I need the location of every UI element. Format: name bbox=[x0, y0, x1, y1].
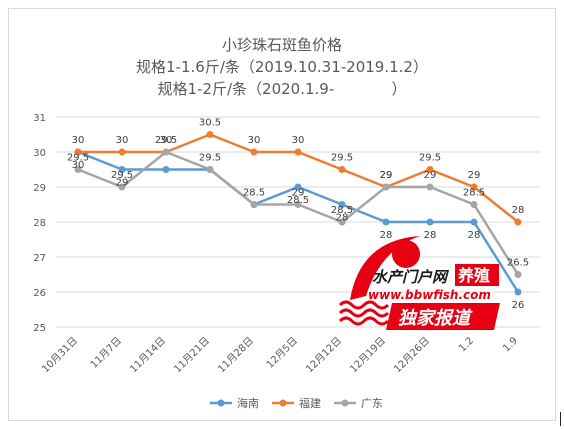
data-label: 30 bbox=[116, 135, 129, 146]
y-tick-label: 25 bbox=[33, 323, 46, 334]
data-label: 29.5 bbox=[155, 135, 177, 146]
data-label: 26 bbox=[512, 300, 525, 311]
y-tick-label: 27 bbox=[33, 253, 46, 264]
data-label: 29 bbox=[468, 170, 481, 181]
data-label: 29.5 bbox=[111, 170, 133, 181]
y-tick-label: 29 bbox=[33, 183, 46, 194]
legend: 海南 福建 广东 bbox=[210, 396, 383, 410]
data-label: 29.5 bbox=[331, 153, 353, 164]
data-point bbox=[382, 218, 390, 226]
data-point bbox=[74, 148, 82, 156]
text-cursor bbox=[560, 412, 561, 426]
data-label: 29 bbox=[116, 178, 129, 189]
data-point bbox=[162, 148, 170, 156]
data-point bbox=[514, 218, 522, 226]
x-tick-label: 11月28日 bbox=[215, 335, 256, 376]
x-tick-label: 12月26日 bbox=[391, 335, 432, 376]
x-tick-label: 11月14日 bbox=[127, 335, 168, 376]
legend-label: 海南 bbox=[237, 396, 259, 410]
data-point bbox=[426, 183, 434, 191]
chart-title-line-1: 小珍珠石斑鱼价格 bbox=[221, 36, 342, 54]
chart-frame bbox=[8, 8, 556, 421]
x-tick-label: 1.9 bbox=[501, 335, 520, 354]
data-label: 28.5 bbox=[287, 195, 309, 206]
x-tick-label: 11月21日 bbox=[171, 335, 212, 376]
legend-label: 福建 bbox=[299, 396, 321, 410]
data-label: 28 bbox=[468, 230, 481, 241]
data-label: 28 bbox=[512, 205, 525, 216]
data-label: 29.5 bbox=[67, 153, 89, 164]
legend-label: 广东 bbox=[361, 397, 383, 410]
legend-marker bbox=[217, 399, 225, 407]
data-point bbox=[470, 183, 478, 191]
data-label: 28 bbox=[424, 230, 437, 241]
data-label: 26.5 bbox=[507, 258, 529, 269]
data-point bbox=[250, 201, 258, 208]
data-point bbox=[338, 218, 346, 226]
y-tick-label: 30 bbox=[33, 148, 46, 159]
data-point bbox=[74, 166, 82, 173]
data-label: 28 bbox=[380, 230, 393, 241]
data-label: 28 bbox=[336, 213, 349, 224]
data-label: 30 bbox=[72, 135, 85, 146]
data-label: 30 bbox=[248, 135, 261, 146]
data-point bbox=[118, 148, 126, 156]
data-point bbox=[470, 218, 478, 226]
chart-title-line-3: 规格1-2斤/条（2020.1.9- ） bbox=[157, 80, 407, 98]
data-label: 28.5 bbox=[243, 188, 265, 199]
data-point bbox=[206, 131, 214, 138]
data-label: 28.5 bbox=[331, 205, 353, 216]
data-point bbox=[294, 201, 302, 208]
watermark-line-1: 水产门户网 bbox=[372, 268, 450, 286]
y-tick-label: 28 bbox=[33, 218, 46, 229]
watermark: 水产门户网 养殖 www.bbwfish.com 独家报道 bbox=[338, 236, 500, 330]
data-label: 29 bbox=[292, 188, 305, 199]
data-point bbox=[294, 183, 302, 191]
data-point bbox=[118, 183, 126, 191]
legend-marker bbox=[279, 399, 287, 407]
x-tick-label: 11月7日 bbox=[88, 335, 124, 371]
data-label: 29 bbox=[380, 170, 393, 181]
legend-marker bbox=[341, 399, 349, 407]
data-point bbox=[426, 218, 434, 226]
series-line bbox=[77, 150, 520, 276]
x-tick-label: 12月19日 bbox=[347, 335, 388, 376]
y-tick-label: 26 bbox=[33, 288, 46, 299]
watermark-url: www.bbwfish.com bbox=[368, 288, 491, 302]
data-point bbox=[118, 166, 126, 173]
data-point bbox=[162, 166, 170, 173]
data-label: 28.5 bbox=[463, 188, 485, 199]
data-point bbox=[250, 148, 258, 156]
data-point bbox=[514, 288, 522, 296]
data-point bbox=[338, 166, 346, 173]
data-label: 30.5 bbox=[199, 118, 221, 129]
data-point bbox=[426, 166, 434, 173]
data-point bbox=[206, 166, 214, 173]
data-point bbox=[470, 201, 478, 208]
chart-title-line-2: 规格1-1.6斤/条（2019.10.31-2019.1.2） bbox=[136, 58, 428, 76]
x-tick-label: 12月12日 bbox=[303, 335, 344, 376]
data-label: 30 bbox=[72, 160, 85, 171]
y-tick-label: 31 bbox=[33, 113, 46, 124]
data-label: 29.5 bbox=[419, 153, 441, 164]
x-tick-label: 12月5日 bbox=[264, 335, 300, 371]
data-point bbox=[294, 148, 302, 156]
data-label: 30 bbox=[292, 135, 305, 146]
series-line bbox=[78, 133, 519, 223]
data-label: 29 bbox=[424, 170, 437, 181]
x-tick-label: 10月31日 bbox=[39, 335, 80, 376]
data-point bbox=[338, 201, 346, 208]
data-label: 30 bbox=[160, 135, 173, 146]
x-tick-label: 1.2 bbox=[457, 335, 476, 354]
data-label: 29.5 bbox=[199, 153, 221, 164]
watermark-line-1b: 养殖 bbox=[457, 266, 490, 285]
data-point bbox=[514, 271, 522, 278]
data-label: 29 bbox=[380, 170, 393, 181]
data-point bbox=[382, 183, 390, 191]
watermark-line-3: 独家报道 bbox=[398, 308, 473, 329]
